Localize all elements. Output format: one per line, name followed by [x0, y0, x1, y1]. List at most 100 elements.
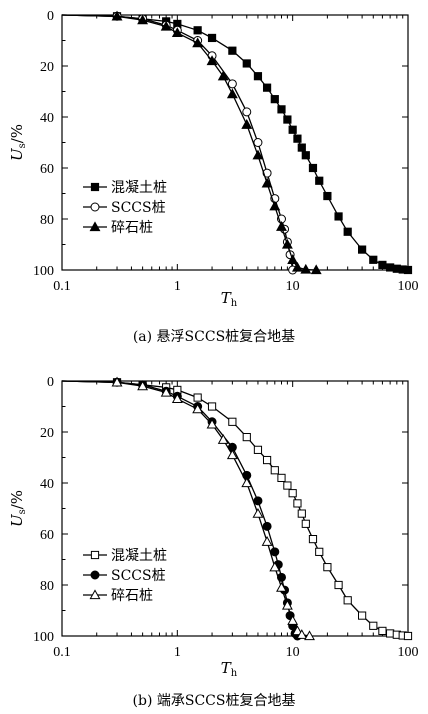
data-point [276, 581, 287, 592]
legend-marker [90, 202, 100, 212]
legend-entry: 混凝土桩 [83, 179, 167, 196]
data-point [261, 177, 273, 188]
data-point [403, 265, 413, 275]
data-point [217, 70, 229, 81]
legend-label: 混凝土桩 [111, 179, 167, 196]
legend-marker [90, 182, 100, 192]
data-point [192, 37, 204, 48]
data-point [262, 521, 272, 531]
data-point [252, 149, 264, 160]
data-point [242, 107, 252, 117]
legend-entry: SCCS桩 [83, 199, 166, 216]
series-0 [61, 12, 413, 275]
data-point [315, 547, 324, 556]
data-point [269, 200, 281, 211]
legend-label: 混凝土桩 [111, 547, 167, 564]
data-point [308, 535, 318, 544]
data-point [270, 95, 279, 104]
data-point [287, 254, 299, 264]
series-line [61, 14, 317, 271]
legend-marker [90, 550, 100, 560]
x-axis-label: Th [221, 659, 238, 679]
series-1 [61, 11, 298, 275]
x-tick-label: 100 [398, 279, 419, 294]
y-tick-label: 40 [40, 477, 54, 492]
data-point [111, 10, 123, 21]
data-point [304, 630, 315, 641]
data-point [171, 393, 183, 404]
data-point [386, 629, 395, 638]
data-point [334, 212, 343, 221]
y-axis-label: Us/% [8, 124, 28, 161]
data-point [270, 547, 280, 557]
data-point [281, 599, 293, 610]
data-point [160, 20, 172, 31]
data-point [241, 119, 253, 129]
data-point [253, 496, 263, 506]
x-tick-label: 0.1 [53, 645, 71, 660]
data-point [276, 221, 287, 231]
data-point [293, 499, 302, 508]
legend-label: 碎石桩 [111, 219, 153, 236]
data-point [378, 626, 387, 635]
data-point [301, 151, 310, 160]
data-point [283, 115, 292, 124]
y-tick-label: 100 [33, 264, 54, 279]
y-tick-label: 80 [40, 579, 54, 594]
series-2 [61, 10, 322, 275]
data-point [253, 72, 263, 81]
data-point [241, 477, 253, 488]
data-point [308, 163, 318, 173]
data-point [192, 403, 204, 414]
data-point [291, 625, 303, 636]
data-point [206, 55, 218, 66]
data-point [253, 138, 263, 147]
x-tick-label: 1 [174, 279, 181, 294]
data-point [207, 33, 217, 43]
data-point [288, 489, 297, 498]
x-axis-label-sub: h [231, 298, 238, 309]
data-point [281, 238, 293, 249]
legend-label: SCCS桩 [111, 199, 166, 216]
chart-b: 0.1 1 10 100 0 20 40 60 80 100 Us/% Th (b) 端承SCCS桩复合… [8, 375, 419, 709]
data-point [369, 255, 378, 264]
data-point [315, 176, 324, 185]
legend-marker [89, 589, 101, 600]
data-point [403, 631, 413, 641]
y-axis-label-main: U [8, 147, 26, 161]
y-tick-label: 0 [47, 375, 54, 390]
data-point [277, 105, 286, 114]
data-point [288, 125, 297, 134]
legend-entry: 碎石桩 [83, 219, 153, 236]
data-point [137, 14, 149, 25]
data-point [269, 561, 281, 572]
data-point [111, 376, 123, 387]
series-1 [61, 377, 302, 641]
x-axis-label-sub: h [231, 668, 238, 679]
data-point [296, 629, 308, 639]
data-point [242, 59, 251, 68]
data-point [301, 519, 310, 528]
data-point [270, 466, 279, 475]
data-point [193, 393, 202, 402]
y-tick-label: 60 [40, 528, 54, 543]
data-point [226, 88, 238, 99]
y-axis-label: Us/% [8, 490, 28, 527]
y-tick-label: 0 [47, 9, 54, 24]
data-point [369, 621, 378, 630]
data-point [207, 402, 217, 411]
data-point [283, 481, 292, 490]
data-point [137, 380, 149, 391]
x-axis-label: Th [221, 289, 238, 309]
data-point [343, 596, 352, 605]
chart-caption: (a) 悬浮SCCS桩复合地基 [133, 328, 295, 345]
y-axis-label-main: U [8, 513, 26, 527]
data-point [334, 580, 343, 590]
data-point [323, 563, 332, 572]
data-point [297, 509, 306, 518]
data-point [252, 507, 264, 518]
data-point [253, 445, 263, 454]
data-point [261, 536, 273, 546]
data-point [206, 418, 218, 429]
